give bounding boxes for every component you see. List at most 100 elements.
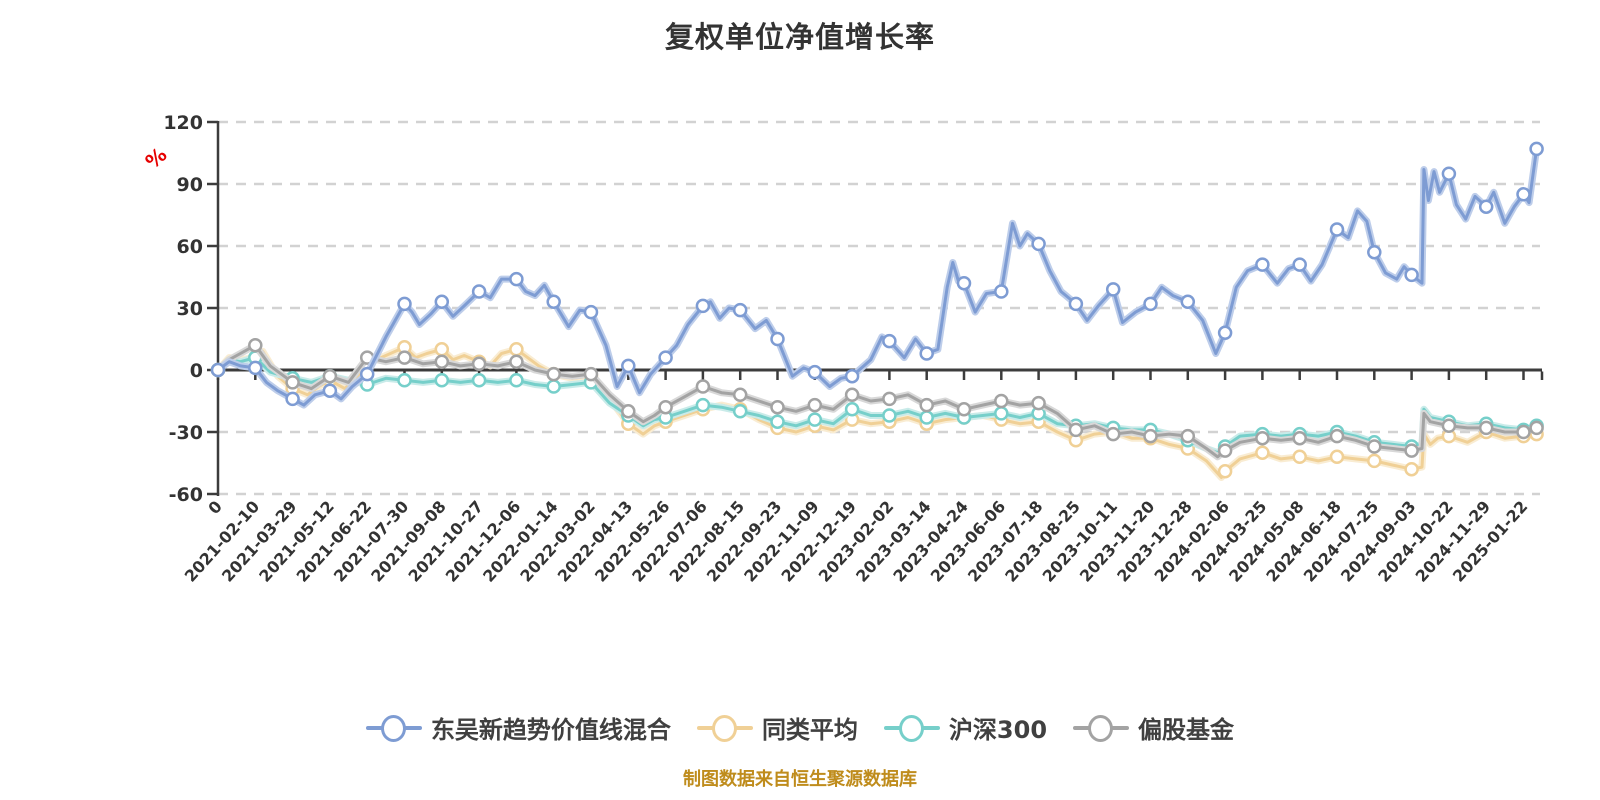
data-point-marker xyxy=(1516,424,1531,440)
legend-label: 偏股基金 xyxy=(1138,716,1235,744)
line-marker-icon xyxy=(696,713,753,743)
data-point-marker xyxy=(844,368,860,384)
data-point-marker xyxy=(509,373,524,388)
data-point-marker xyxy=(770,331,785,347)
data-point-marker xyxy=(1217,443,1233,458)
data-point-marker xyxy=(1217,464,1233,479)
data-point-marker xyxy=(732,302,748,318)
data-point-marker xyxy=(695,397,711,413)
data-point-marker xyxy=(471,356,487,372)
data-point-marker xyxy=(919,397,934,413)
data-point-marker xyxy=(509,271,524,287)
data-point-marker xyxy=(210,362,226,378)
data-point-marker xyxy=(1404,461,1419,477)
series-3 xyxy=(210,337,1544,461)
data-point-marker xyxy=(1255,445,1270,460)
data-point-marker xyxy=(994,393,1009,409)
data-point-marker xyxy=(1367,244,1382,260)
series-line xyxy=(216,147,1539,407)
data-point-marker xyxy=(1105,426,1121,442)
data-point-marker xyxy=(359,366,375,382)
data-point-marker xyxy=(1143,428,1158,444)
data-point-marker xyxy=(1516,187,1531,202)
data-point-marker xyxy=(1068,422,1084,438)
data-point-marker xyxy=(1329,428,1345,444)
data-point-marker xyxy=(248,337,263,353)
data-point-marker xyxy=(248,360,263,376)
data-point-marker xyxy=(1292,430,1307,446)
data-point-marker xyxy=(882,408,897,423)
data-point-marker xyxy=(956,402,972,417)
data-point-marker xyxy=(732,404,748,419)
y-axis-label: 30 xyxy=(177,298,203,320)
data-point-marker xyxy=(1367,453,1382,469)
data-point-marker xyxy=(1367,439,1382,454)
y-axis-label: 120 xyxy=(163,112,203,134)
data-point-marker xyxy=(732,387,748,403)
data-point-marker xyxy=(583,304,599,320)
series-0 xyxy=(210,141,1544,409)
data-point-marker xyxy=(882,391,897,407)
data-point-marker xyxy=(434,342,450,357)
data-point-marker xyxy=(919,410,934,425)
data-point-marker xyxy=(1529,141,1544,157)
line-marker-icon xyxy=(1073,713,1130,743)
data-point-marker xyxy=(1031,395,1046,411)
data-source-note: 制图数据来自恒生聚源数据库 xyxy=(683,769,917,790)
line-marker-icon xyxy=(883,713,940,743)
legend-item-equity-funds[interactable]: 偏股基金 xyxy=(1073,710,1234,745)
data-point-marker xyxy=(546,379,561,394)
data-point-marker xyxy=(695,298,711,314)
data-point-marker xyxy=(434,354,450,369)
chart-title: 复权单位净值增长率 xyxy=(664,20,935,54)
data-point-marker xyxy=(1529,420,1544,436)
data-point-marker xyxy=(322,383,338,398)
legend-label: 同类平均 xyxy=(761,716,858,744)
data-point-marker xyxy=(994,406,1009,421)
x-axis-label: 0 xyxy=(204,497,226,518)
legend-item-csi300[interactable]: 沪深300 xyxy=(883,710,1048,745)
data-point-marker xyxy=(285,391,300,407)
data-point-marker xyxy=(1068,296,1084,312)
legend-item-fund[interactable]: 东吴新趋势价值线混合 xyxy=(365,710,671,745)
data-point-marker xyxy=(658,350,673,365)
line-marker-icon xyxy=(365,713,422,743)
data-point-marker xyxy=(546,366,561,382)
legend-label: 沪深300 xyxy=(948,716,1048,744)
y-axis-label: -30 xyxy=(169,422,203,444)
data-point-marker xyxy=(322,368,338,384)
data-point-marker xyxy=(1404,443,1419,458)
data-point-marker xyxy=(695,379,711,394)
data-point-marker xyxy=(1255,430,1270,446)
data-point-marker xyxy=(509,354,524,369)
data-point-marker xyxy=(919,346,934,361)
data-point-marker xyxy=(621,404,636,419)
data-point-marker xyxy=(994,284,1009,299)
data-point-marker xyxy=(583,366,599,382)
data-point-marker xyxy=(434,294,450,310)
y-axis-label: 0 xyxy=(190,360,203,382)
data-point-marker xyxy=(1441,418,1457,434)
data-point-marker xyxy=(807,397,823,413)
data-point-marker xyxy=(770,414,785,429)
data-point-marker xyxy=(434,373,450,388)
data-point-marker xyxy=(285,375,300,390)
data-point-marker xyxy=(658,399,673,415)
data-point-marker xyxy=(844,402,860,417)
data-point-marker xyxy=(1105,282,1121,297)
data-point-marker xyxy=(1031,236,1046,252)
y-axis-label: -60 xyxy=(169,484,203,506)
chart-legend: 东吴新趋势价值线混合 同类平均 沪深300 偏股基金 xyxy=(0,710,1600,745)
data-point-marker xyxy=(807,412,823,427)
data-point-marker xyxy=(1441,166,1457,181)
y-axis-label: 60 xyxy=(177,236,203,258)
data-point-marker xyxy=(1292,257,1307,272)
data-point-marker xyxy=(1329,449,1345,465)
data-point-marker xyxy=(1255,257,1270,272)
data-point-marker xyxy=(546,294,561,310)
legend-item-category-average[interactable]: 同类平均 xyxy=(696,710,858,745)
data-point-marker xyxy=(621,358,636,374)
data-point-marker xyxy=(1143,296,1158,312)
data-point-marker xyxy=(471,284,487,299)
